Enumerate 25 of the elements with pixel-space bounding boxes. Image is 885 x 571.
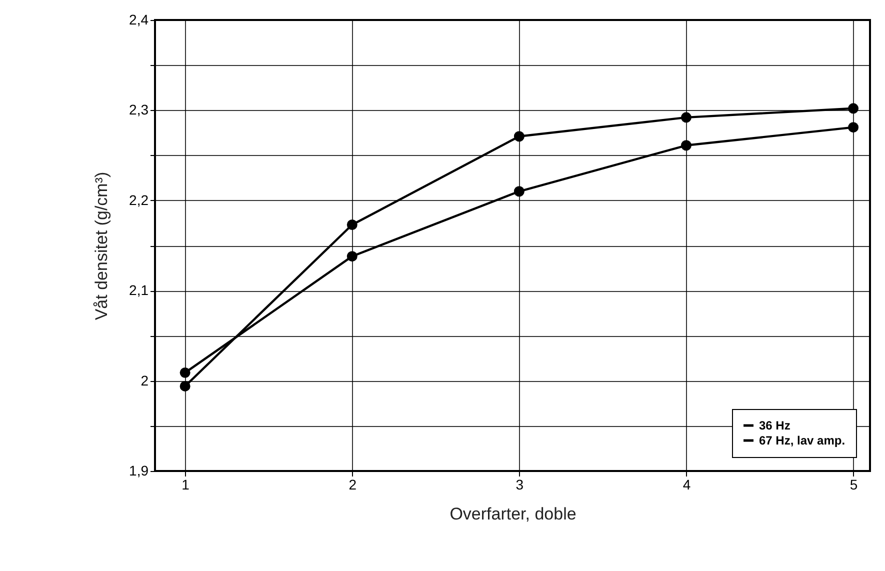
x-tick-label: 2	[348, 476, 357, 492]
point	[346, 251, 358, 262]
x-tick-label: 1	[182, 476, 190, 492]
legend-label: 36 Hz	[759, 418, 790, 432]
point	[346, 220, 358, 230]
point	[514, 186, 524, 197]
point	[848, 122, 859, 133]
point	[680, 112, 692, 123]
y-axis-title: Våt densitet (g/cm³)	[92, 172, 112, 320]
y-tick-label: 2,2	[129, 192, 149, 208]
y-tick-label: 2	[140, 372, 149, 388]
point	[514, 131, 524, 142]
point	[180, 380, 190, 392]
point	[180, 367, 190, 378]
legend-label: 67 Hz, lav amp.	[759, 434, 846, 448]
x-tick-label: 4	[682, 476, 691, 492]
x-tick-label: 5	[850, 476, 858, 492]
y-tick-label: 1,9	[129, 462, 149, 478]
x-tick-label: 3	[516, 476, 524, 492]
y-tick-label: 2,4	[129, 12, 149, 28]
y-tick-label: 2,1	[129, 282, 149, 298]
x-axis-title: Overfarter, doble	[450, 504, 576, 524]
y-tick-label: 2,3	[129, 102, 149, 118]
point	[848, 103, 859, 114]
point	[680, 140, 692, 151]
